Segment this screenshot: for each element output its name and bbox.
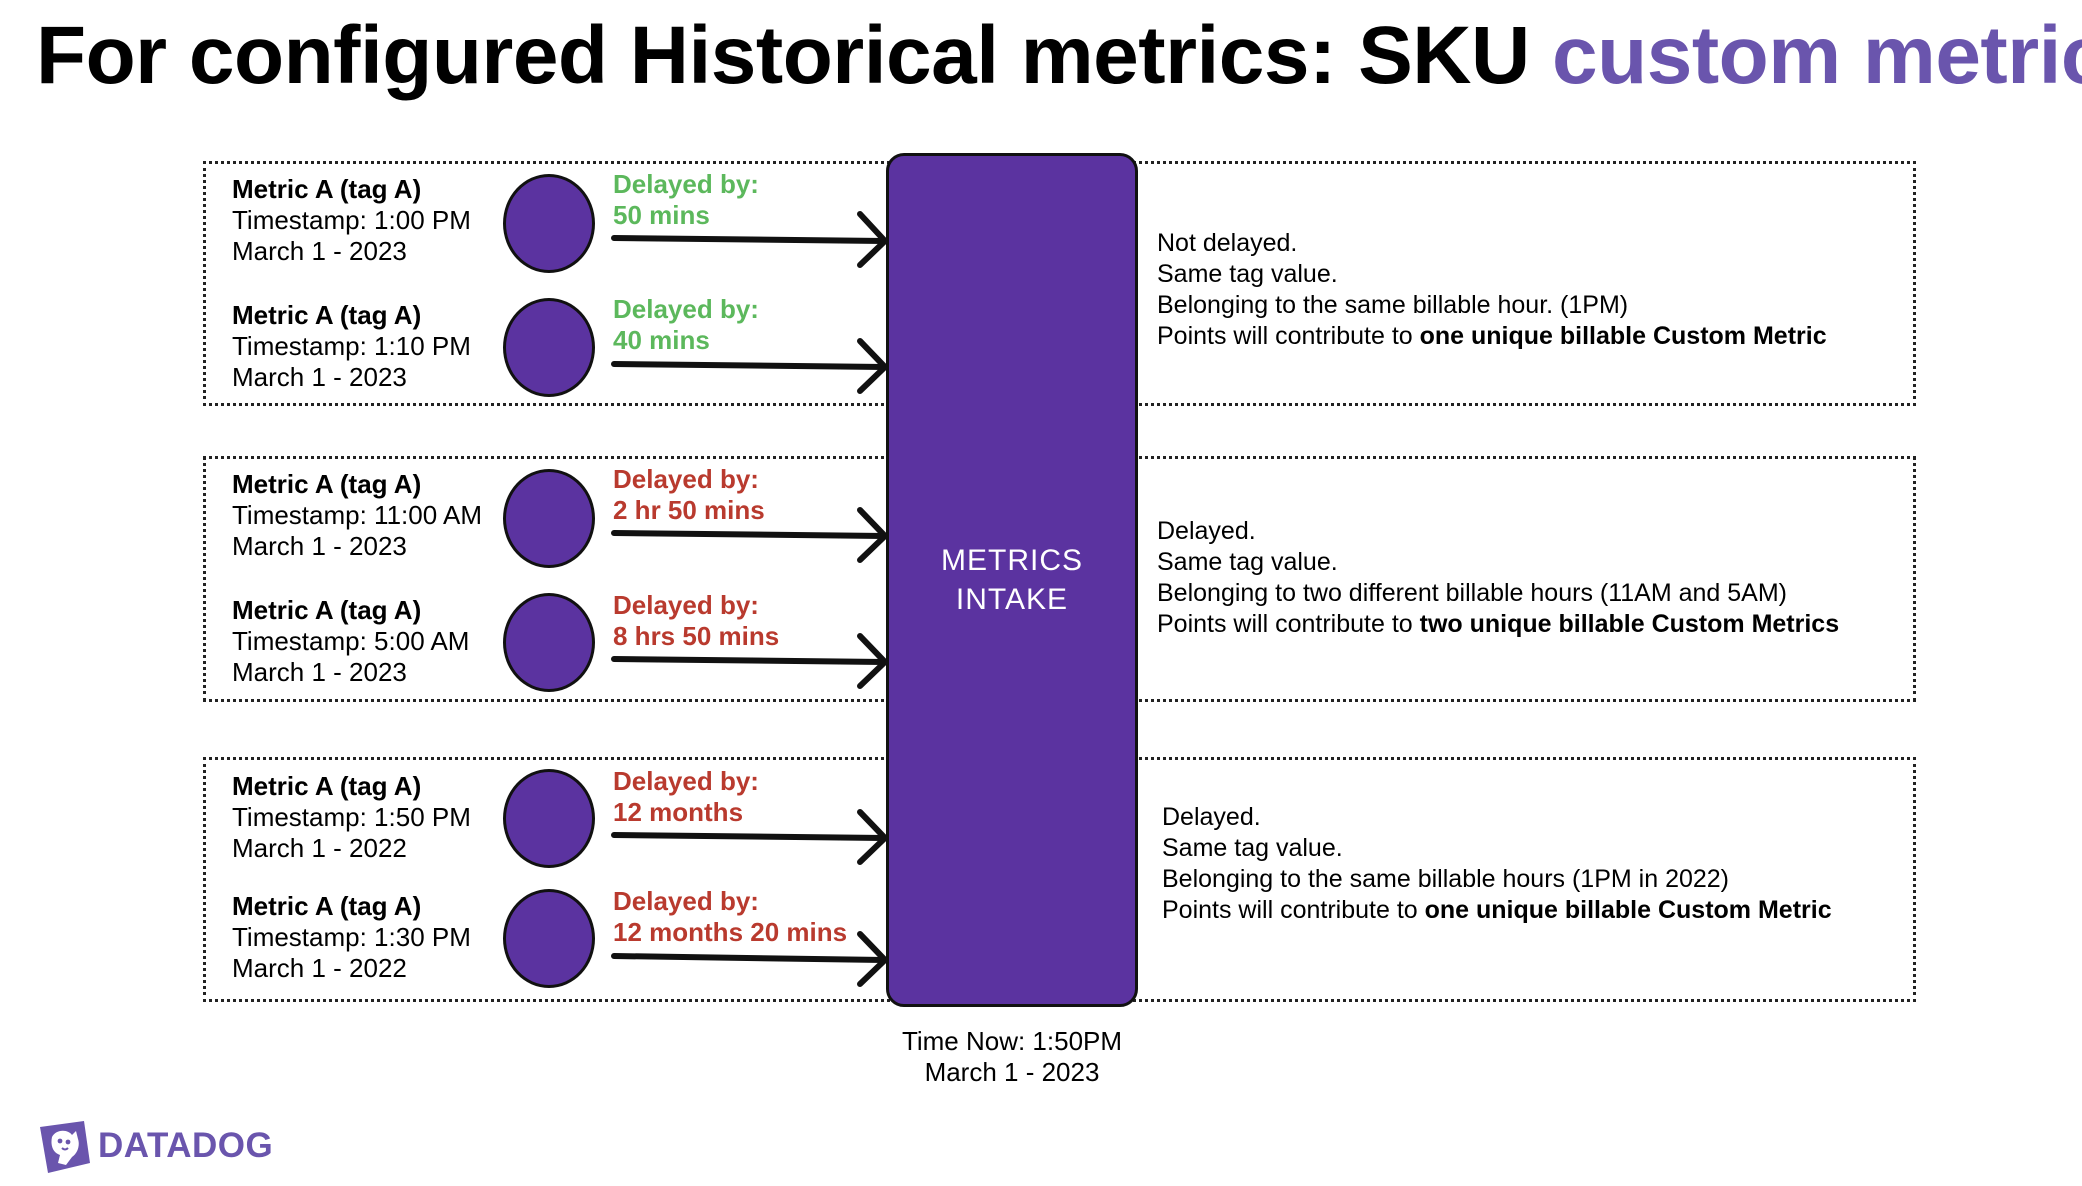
delay-label: Delayed by: 40 mins [613, 294, 759, 355]
metrics-intake-block: METRICS INTAKE [886, 153, 1138, 1007]
datadog-logo: DATADOG [36, 1117, 273, 1175]
arrow-icon [611, 931, 888, 987]
page-title: For configured Historical metrics: SKU c… [36, 6, 2082, 106]
group-description: Delayed. Same tag value. Belonging to tw… [1157, 517, 1840, 638]
metric-point-dot [503, 469, 595, 568]
metric-point-dot [503, 769, 595, 868]
metric-label: Metric A (tag A) Timestamp: 1:00 PM Marc… [232, 174, 471, 266]
delay-label: Delayed by: 12 months 20 mins [613, 886, 848, 947]
metric-label: Metric A (tag A) Timestamp: 1:30 PM Marc… [232, 891, 471, 983]
metric-point-dot [503, 298, 595, 397]
datadog-logo-text: DATADOG [98, 1126, 274, 1165]
metric-label: Metric A (tag A) Timestamp: 11:00 AM Mar… [232, 469, 482, 561]
arrow-icon [611, 633, 888, 689]
metric-point-dot [503, 174, 595, 273]
metric-label: Metric A (tag A) Timestamp: 1:10 PM Marc… [232, 300, 471, 392]
delay-label: Delayed by: 12 months [613, 766, 759, 827]
metric-point-dot [503, 593, 595, 692]
metric-label: Metric A (tag A) Timestamp: 1:50 PM Marc… [232, 771, 471, 863]
arrow-icon [611, 809, 888, 865]
time-now-caption: Time Now: 1:50PM March 1 - 2023 [901, 1026, 1123, 1087]
group-description: Not delayed. Same tag value. Belonging t… [1157, 229, 1827, 350]
metric-label: Metric A (tag A) Timestamp: 5:00 AM Marc… [232, 595, 470, 687]
metrics-intake-label: METRICS INTAKE [941, 544, 1083, 616]
arrow-icon [611, 211, 888, 268]
delay-label: Delayed by: 2 hr 50 mins [613, 464, 765, 525]
delay-label: Delayed by: 50 mins [613, 169, 759, 230]
metric-point-dot [503, 889, 595, 988]
title-main: For configured Historical metrics: SKU [36, 10, 1530, 101]
group-description: Delayed. Same tag value. Belonging to th… [1162, 803, 1832, 924]
arrow-icon [611, 338, 888, 394]
delay-label: Delayed by: 8 hrs 50 mins [613, 590, 780, 651]
datadog-dog-icon [40, 1121, 90, 1173]
arrow-icon [611, 507, 888, 563]
title-accent: custom metrics [1552, 10, 2082, 101]
